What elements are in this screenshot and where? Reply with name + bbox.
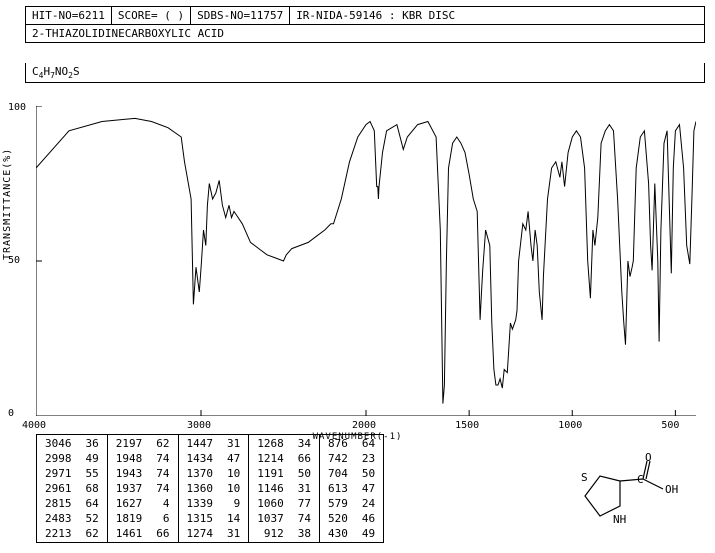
compound-name: 2-THIAZOLIDINECARBOXYLIC ACID — [25, 25, 705, 43]
y-tick-50: 50 — [8, 255, 20, 266]
spectrum-line — [36, 118, 696, 403]
peak-table-2: 1447311434471370101360101339913151412743… — [178, 434, 249, 543]
header-row-1: HIT-NO=6211 SCORE= ( ) SDBS-NO=11757 IR-… — [25, 6, 705, 25]
header-block: HIT-NO=6211 SCORE= ( ) SDBS-NO=11757 IR-… — [25, 6, 705, 83]
molecular-formula: C4H7NO2S — [25, 63, 705, 83]
svg-text:OH: OH — [665, 483, 678, 496]
y-axis-label: TRANSMITTANCE(%) — [2, 148, 13, 260]
ir-spectrum-chart — [36, 106, 696, 416]
x-tick-500: 500 — [661, 420, 679, 431]
sdbs-no: SDBS-NO=11757 — [191, 7, 290, 24]
y-tick-100: 100 — [8, 102, 26, 113]
peak-table-0: 3046362998492971552961682815642483522213… — [36, 434, 107, 543]
x-tick-1000: 1000 — [558, 420, 582, 431]
peak-table-4: 87664742237045061347579245204643049 — [319, 434, 384, 543]
peak-table-3: 1268341214661191501146311060771037749123… — [248, 434, 319, 543]
svg-text:S: S — [581, 471, 588, 484]
ir-info: IR-NIDA-59146 : KBR DISC — [290, 7, 704, 24]
svg-text:C: C — [637, 473, 644, 486]
y-tick-0: 0 — [8, 408, 14, 419]
x-tick-3000: 3000 — [187, 420, 211, 431]
peak-tables: 3046362998492971552961682815642483522213… — [36, 434, 384, 543]
svg-text:O: O — [645, 451, 652, 464]
score: SCORE= ( ) — [112, 7, 191, 24]
peak-table-1: 2197621948741943741937741627418196146166 — [107, 434, 178, 543]
x-tick-1500: 1500 — [455, 420, 479, 431]
svg-text:NH: NH — [613, 513, 626, 526]
x-tick-2000: 2000 — [352, 420, 376, 431]
x-tick-4000: 4000 — [22, 420, 46, 431]
molecule-structure: S NH O OH C — [565, 451, 685, 541]
hit-no: HIT-NO=6211 — [26, 7, 112, 24]
